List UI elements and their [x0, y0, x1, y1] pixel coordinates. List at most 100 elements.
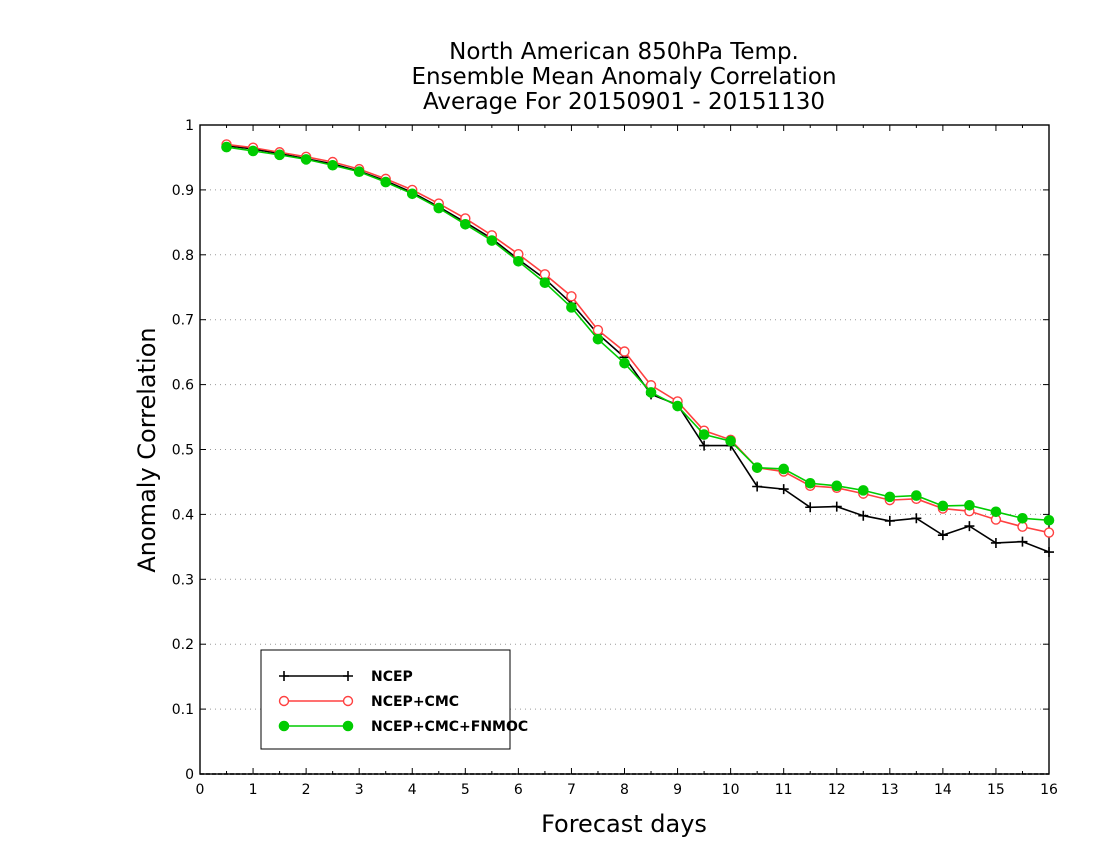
data-point	[1017, 536, 1028, 547]
y-tick-label: 0.4	[172, 507, 194, 523]
y-tick-label: 0.7	[172, 313, 194, 329]
data-point	[433, 202, 445, 214]
data-point	[857, 485, 869, 496]
legend-marker	[343, 671, 353, 681]
data-point	[990, 506, 1002, 518]
y-tick-label: 0	[185, 767, 194, 783]
data-point	[805, 502, 816, 513]
x-tick-label: 0	[196, 782, 205, 798]
data-point	[751, 462, 763, 473]
data-point	[380, 176, 392, 188]
data-point	[406, 188, 418, 200]
data-point	[619, 346, 630, 357]
data-point	[1043, 514, 1055, 526]
data-point	[778, 484, 789, 495]
data-point	[353, 166, 365, 178]
series-line	[226, 144, 1050, 553]
data-point	[486, 235, 498, 246]
x-tick-label: 4	[408, 782, 417, 798]
data-point	[539, 277, 551, 289]
data-series	[221, 139, 1055, 558]
data-point	[752, 481, 763, 492]
legend-label: NCEP	[371, 669, 413, 685]
y-tick-label: 0.6	[172, 378, 194, 394]
y-tick-label: 0.2	[172, 637, 194, 653]
data-point	[1044, 547, 1054, 558]
x-tick-label: 9	[673, 782, 682, 798]
x-tick-label: 8	[620, 782, 629, 798]
data-point	[247, 145, 259, 157]
legend-label: NCEP+CMC+FNMOC	[371, 719, 528, 735]
y-tick-label: 1	[185, 118, 194, 134]
y-tick-label: 0.1	[172, 702, 194, 718]
data-point	[804, 477, 816, 489]
data-point	[619, 357, 630, 369]
data-point	[831, 501, 842, 512]
data-point	[566, 291, 577, 302]
chart-title-line-2: Ensemble Mean Anomaly Correlation	[411, 64, 836, 90]
gridlines	[200, 189, 1049, 710]
y-tick-label: 0.3	[172, 572, 194, 588]
x-tick-label: 12	[828, 782, 846, 798]
x-tick-label: 10	[722, 782, 740, 798]
legend: NCEP NCEP+CMC NCEP+CMC+FNMOC	[260, 649, 528, 750]
data-point	[964, 500, 975, 511]
series-ncep	[221, 140, 1054, 558]
legend-marker	[342, 720, 354, 732]
data-point	[911, 513, 922, 524]
data-point	[1043, 527, 1055, 538]
x-tick-label: 14	[934, 782, 952, 798]
x-tick-label: 16	[1040, 782, 1058, 798]
data-point	[460, 218, 471, 230]
x-tick-label: 6	[514, 782, 523, 798]
data-point	[592, 324, 604, 336]
chart-title-line-3: Average For 20150901 - 20151130	[423, 89, 825, 115]
axis-ticks: 00.10.20.30.40.50.60.70.80.910 1 2 3 4 5 6 7 8 9 1…	[172, 118, 1058, 798]
legend-label: NCEP+CMC	[371, 694, 459, 710]
y-axis-title: Anomaly Correlation	[133, 327, 161, 572]
data-point	[645, 387, 657, 398]
data-point	[725, 435, 736, 447]
data-point	[1017, 512, 1028, 524]
chart-title: North American 850hPa Temp. Ensemble Mea…	[411, 39, 836, 115]
y-tick-label: 0.5	[172, 443, 194, 459]
data-point	[884, 491, 896, 503]
data-point	[672, 400, 683, 412]
data-point	[831, 480, 843, 492]
x-tick-label: 5	[461, 782, 470, 798]
y-tick-label: 0.9	[172, 183, 194, 199]
series-line	[226, 146, 1050, 522]
data-point	[513, 255, 524, 267]
x-tick-label: 3	[355, 782, 364, 798]
data-point	[221, 141, 232, 153]
data-point	[592, 333, 604, 345]
data-point	[698, 429, 710, 440]
x-tick-label: 1	[249, 782, 258, 798]
data-point	[566, 302, 577, 313]
legend-marker	[279, 671, 289, 681]
x-tick-label: 2	[302, 782, 311, 798]
x-tick-label: 11	[775, 782, 793, 798]
data-point	[327, 159, 338, 171]
x-tick-label: 7	[567, 782, 576, 798]
data-point	[937, 500, 949, 512]
data-point	[699, 440, 710, 451]
data-point	[911, 490, 922, 501]
y-tick-label: 0.8	[172, 248, 194, 264]
chart-title-line-1: North American 850hPa Temp.	[449, 39, 799, 65]
x-tick-label: 13	[881, 782, 899, 798]
data-point	[858, 510, 869, 521]
data-point	[274, 149, 285, 161]
data-point	[778, 463, 789, 475]
data-point	[990, 537, 1001, 548]
series-line	[226, 143, 1050, 534]
x-axis-title: Forecast days	[541, 810, 707, 838]
data-point	[884, 515, 895, 526]
legend-box	[260, 649, 511, 750]
data-point	[964, 521, 975, 532]
data-point	[937, 530, 948, 541]
series-ncep-cmc-fnmoc	[221, 141, 1055, 526]
legend-marker	[342, 695, 354, 707]
